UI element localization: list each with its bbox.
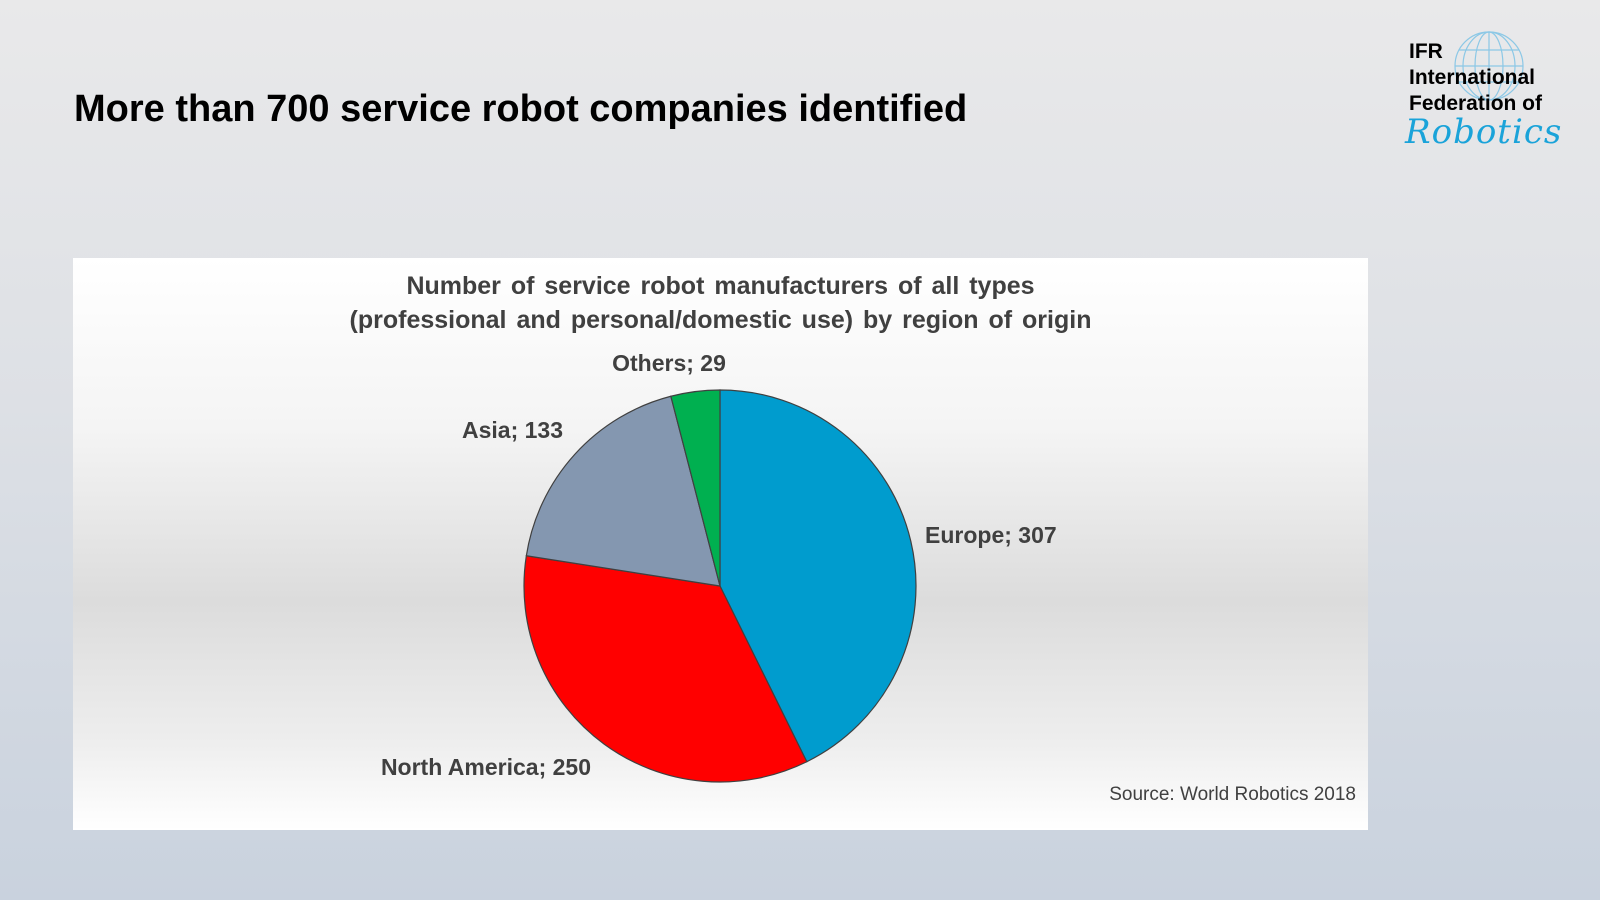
logo-script-robotics: Robotics [1405,112,1563,152]
slide-title: More than 700 service robot companies id… [74,88,968,130]
data-label-north-america: North America; 250 [381,754,591,780]
source-note: Source: World Robotics 2018 [1109,784,1356,805]
pie-chart: Europe; 307 North America; 250 Asia; 133 Ot… [381,350,1057,783]
chart-panel: Number of service robot manufacturers of… [73,258,1368,830]
pie-slice-others [670,389,721,587]
globe-icon [1454,31,1524,101]
logo-line-federation: Federation of [1409,92,1543,115]
data-label-asia: Asia; 133 [462,417,563,443]
pie-slice-asia [525,395,721,587]
chart-title-line-1: Number of service robot manufacturers of… [406,272,1035,300]
chart-title-line-2: (professional and personal/domestic use)… [349,306,1092,334]
pie-slice-north-america [523,555,808,783]
ifr-logo: IFR International Federation of Robotics [1405,30,1585,160]
logo-line-ifr: IFR [1409,40,1443,63]
pie-slice-europe [719,389,917,763]
data-label-europe: Europe; 307 [925,522,1057,548]
data-label-others: Others; 29 [612,350,726,376]
logo-line-international: International [1409,66,1536,89]
